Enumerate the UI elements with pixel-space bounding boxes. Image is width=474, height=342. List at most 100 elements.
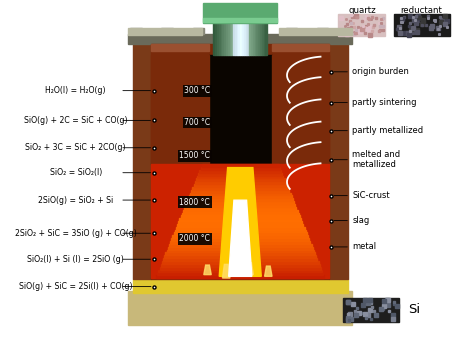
Polygon shape: [133, 44, 151, 279]
Polygon shape: [209, 55, 272, 164]
Polygon shape: [176, 227, 304, 229]
Polygon shape: [182, 213, 299, 215]
Polygon shape: [251, 7, 253, 55]
Polygon shape: [249, 7, 251, 55]
Polygon shape: [196, 179, 285, 181]
Polygon shape: [161, 264, 320, 267]
Polygon shape: [228, 200, 252, 276]
Text: SiC-crust: SiC-crust: [353, 191, 390, 200]
Polygon shape: [272, 55, 329, 164]
Polygon shape: [260, 7, 262, 55]
Polygon shape: [173, 235, 308, 238]
Bar: [393, 14, 450, 36]
Polygon shape: [130, 28, 142, 34]
Polygon shape: [158, 269, 322, 272]
Polygon shape: [189, 196, 292, 198]
Polygon shape: [264, 7, 265, 55]
Polygon shape: [178, 221, 302, 224]
Polygon shape: [198, 173, 283, 175]
Polygon shape: [255, 28, 266, 34]
Polygon shape: [201, 164, 279, 167]
Polygon shape: [244, 7, 246, 55]
Polygon shape: [217, 7, 219, 55]
Text: 300 °C: 300 °C: [184, 86, 210, 95]
Polygon shape: [185, 204, 295, 207]
Polygon shape: [190, 193, 291, 196]
Polygon shape: [195, 181, 286, 184]
Text: 700 °C: 700 °C: [184, 118, 210, 127]
Text: partly metallized: partly metallized: [353, 126, 424, 135]
Polygon shape: [165, 252, 315, 255]
Polygon shape: [329, 44, 348, 279]
Polygon shape: [183, 210, 298, 213]
Text: origin burden: origin burden: [353, 67, 410, 76]
Polygon shape: [151, 164, 329, 278]
Polygon shape: [264, 266, 272, 276]
Text: metal: metal: [353, 242, 376, 251]
Bar: [343, 298, 399, 322]
Polygon shape: [228, 7, 229, 55]
Polygon shape: [317, 28, 328, 34]
Polygon shape: [191, 190, 289, 193]
Polygon shape: [246, 263, 253, 275]
Polygon shape: [128, 28, 201, 35]
Polygon shape: [162, 28, 173, 34]
Polygon shape: [157, 272, 323, 275]
Text: SiO(g) + 2C = SiC + CO(g): SiO(g) + 2C = SiC + CO(g): [24, 116, 128, 125]
Polygon shape: [226, 7, 228, 55]
Polygon shape: [133, 279, 348, 293]
Polygon shape: [201, 167, 280, 170]
Polygon shape: [193, 184, 287, 187]
Polygon shape: [200, 170, 281, 173]
Polygon shape: [262, 7, 264, 55]
Polygon shape: [163, 258, 318, 261]
Polygon shape: [175, 229, 306, 233]
Polygon shape: [272, 44, 329, 51]
Polygon shape: [229, 7, 231, 55]
Polygon shape: [219, 168, 261, 276]
Text: SiO₂ = SiO₂(l): SiO₂ = SiO₂(l): [50, 168, 102, 177]
Polygon shape: [246, 7, 247, 55]
Polygon shape: [151, 55, 209, 164]
Polygon shape: [233, 7, 235, 55]
Polygon shape: [238, 7, 240, 55]
Polygon shape: [168, 247, 313, 250]
Polygon shape: [237, 7, 238, 55]
Text: SiO₂ + 3C = SiC + 2CO(g): SiO₂ + 3C = SiC + 2CO(g): [26, 143, 126, 152]
Text: partly sintering: partly sintering: [353, 98, 417, 107]
Polygon shape: [128, 291, 353, 325]
Polygon shape: [213, 7, 215, 55]
Polygon shape: [151, 44, 329, 279]
Polygon shape: [242, 7, 244, 55]
Polygon shape: [204, 265, 211, 275]
Polygon shape: [188, 198, 293, 201]
Polygon shape: [184, 207, 296, 210]
Text: 1500 °C: 1500 °C: [180, 152, 210, 160]
Text: 2000 °C: 2000 °C: [180, 234, 210, 243]
Bar: [338, 14, 385, 36]
Polygon shape: [160, 267, 321, 269]
Polygon shape: [156, 275, 324, 278]
Text: reductant: reductant: [401, 6, 443, 15]
Polygon shape: [203, 18, 277, 22]
Text: slag: slag: [353, 216, 370, 225]
Polygon shape: [151, 44, 209, 51]
Text: melted and
metallized: melted and metallized: [353, 150, 401, 169]
Polygon shape: [186, 201, 294, 204]
Text: SiO(g) + SiC = 2Si(l) + CO(g): SiO(g) + SiC = 2Si(l) + CO(g): [19, 282, 132, 291]
Text: 2SiO₂ + SiC = 3SiO (g) + CO(g): 2SiO₂ + SiC = 3SiO (g) + CO(g): [15, 229, 137, 238]
Polygon shape: [192, 187, 288, 190]
Polygon shape: [258, 7, 260, 55]
Polygon shape: [215, 7, 217, 55]
Text: quartz: quartz: [349, 6, 376, 15]
Polygon shape: [235, 7, 237, 55]
Polygon shape: [220, 7, 222, 55]
Polygon shape: [164, 255, 316, 258]
Text: SiO₂(l) + Si (l) = 2SiO (g): SiO₂(l) + Si (l) = 2SiO (g): [27, 255, 124, 264]
Polygon shape: [231, 7, 233, 55]
Polygon shape: [177, 224, 303, 227]
Polygon shape: [169, 244, 311, 247]
Polygon shape: [192, 28, 204, 34]
Text: 2SiO(g) = SiO₂ + Si: 2SiO(g) = SiO₂ + Si: [38, 196, 113, 205]
Polygon shape: [128, 34, 353, 44]
